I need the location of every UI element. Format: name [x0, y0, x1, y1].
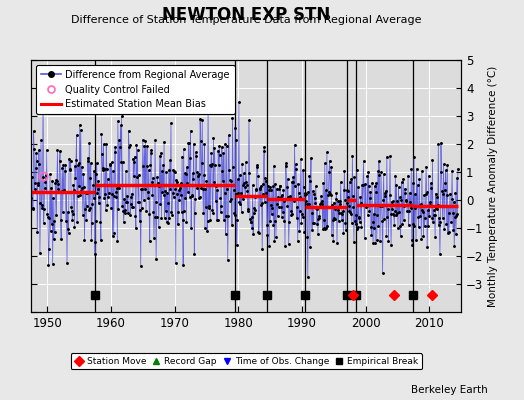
Text: Berkeley Earth: Berkeley Earth: [411, 385, 487, 395]
Legend: Difference from Regional Average, Quality Control Failed, Estimated Station Mean: Difference from Regional Average, Qualit…: [36, 65, 235, 114]
Text: NEWTON EXP STN: NEWTON EXP STN: [162, 6, 331, 24]
Legend: Station Move, Record Gap, Time of Obs. Change, Empirical Break: Station Move, Record Gap, Time of Obs. C…: [71, 353, 422, 370]
Y-axis label: Monthly Temperature Anomaly Difference (°C): Monthly Temperature Anomaly Difference (…: [487, 65, 497, 307]
Text: Difference of Station Temperature Data from Regional Average: Difference of Station Temperature Data f…: [71, 15, 421, 25]
